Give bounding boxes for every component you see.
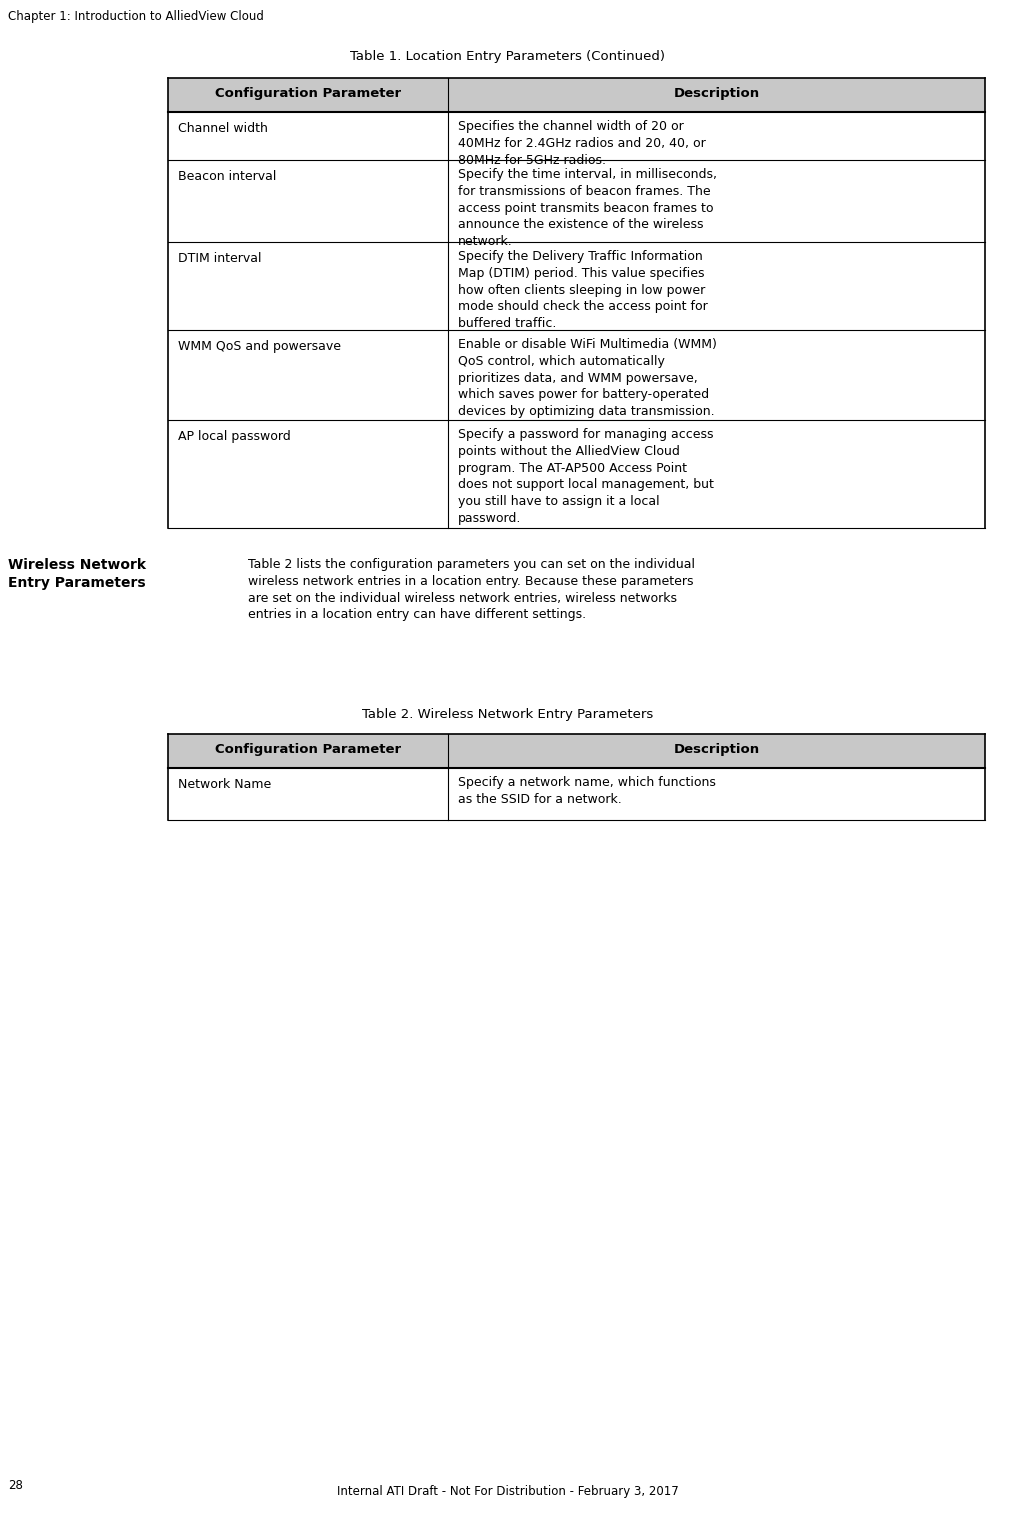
Bar (168, 734, 985, 768)
Text: WMM QoS and powersave: WMM QoS and powersave (178, 340, 341, 353)
Text: Specify the time interval, in milliseconds,
for transmissions of beacon frames. : Specify the time interval, in millisecon… (458, 168, 717, 249)
Text: Configuration Parameter: Configuration Parameter (215, 87, 401, 99)
Text: Channel width: Channel width (178, 122, 268, 134)
Text: AP local password: AP local password (178, 430, 290, 443)
Text: Enable or disable WiFi Multimedia (WMM)
QoS control, which automatically
priorit: Enable or disable WiFi Multimedia (WMM) … (458, 337, 717, 418)
Text: Table 2. Wireless Network Entry Parameters: Table 2. Wireless Network Entry Paramete… (362, 708, 653, 720)
Bar (168, 78, 985, 111)
Text: Description: Description (673, 87, 759, 99)
Text: Network Name: Network Name (178, 778, 271, 790)
Text: Table 1. Location Entry Parameters (Continued): Table 1. Location Entry Parameters (Cont… (350, 50, 665, 63)
Text: DTIM interval: DTIM interval (178, 252, 262, 266)
Text: Configuration Parameter: Configuration Parameter (215, 743, 401, 755)
Text: 28: 28 (8, 1479, 23, 1492)
Text: Wireless Network
Entry Parameters: Wireless Network Entry Parameters (8, 559, 146, 591)
Text: Chapter 1: Introduction to AlliedView Cloud: Chapter 1: Introduction to AlliedView Cl… (8, 11, 264, 23)
Text: Specifies the channel width of 20 or
40MHz for 2.4GHz radios and 20, 40, or
80MH: Specifies the channel width of 20 or 40M… (458, 121, 705, 166)
Text: Specify the Delivery Traffic Information
Map (DTIM) period. This value specifies: Specify the Delivery Traffic Information… (458, 250, 707, 330)
Text: Specify a network name, which functions
as the SSID for a network.: Specify a network name, which functions … (458, 777, 716, 806)
Text: Internal ATI Draft - Not For Distribution - February 3, 2017: Internal ATI Draft - Not For Distributio… (337, 1485, 678, 1499)
Text: Description: Description (673, 743, 759, 755)
Text: Specify a password for managing access
points without the AlliedView Cloud
progr: Specify a password for managing access p… (458, 427, 714, 525)
Text: Beacon interval: Beacon interval (178, 169, 276, 183)
Text: Table 2 lists the configuration parameters you can set on the individual
wireles: Table 2 lists the configuration paramete… (248, 559, 695, 621)
